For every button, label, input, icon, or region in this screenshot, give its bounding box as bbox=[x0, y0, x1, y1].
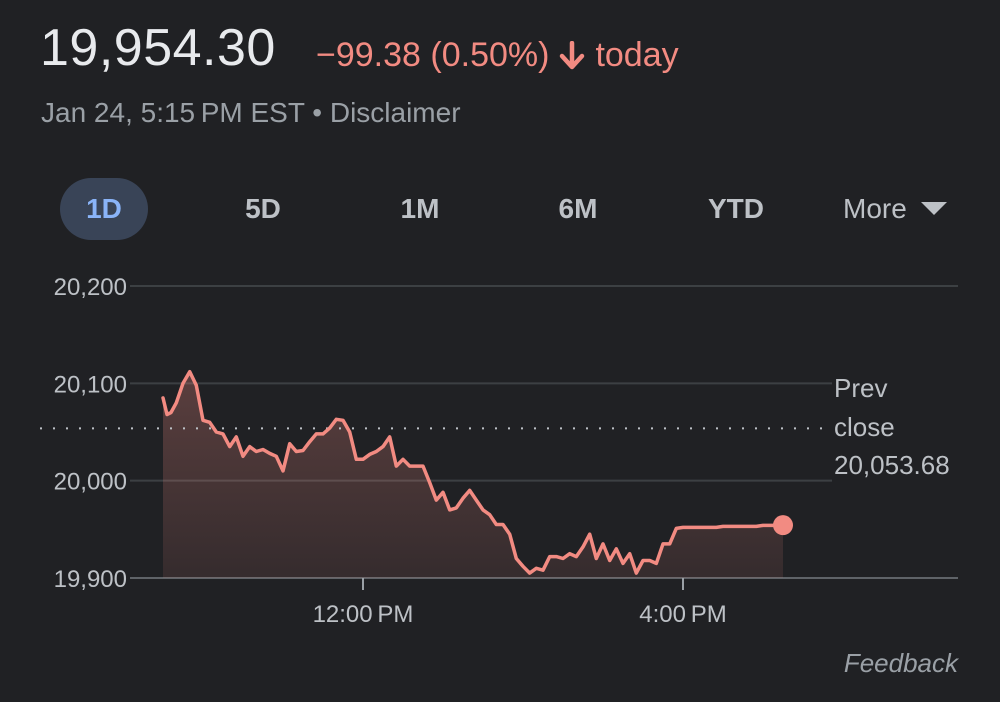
current-price: 19,954.30 bbox=[40, 19, 276, 77]
range-tabs: 1D 5D 1M 6M YTD More bbox=[0, 178, 1000, 240]
area-fill bbox=[163, 371, 783, 578]
price-line bbox=[161, 369, 785, 575]
prev-close-value: 20,053.68 bbox=[834, 450, 950, 480]
price-change: −99.38 (0.50%) today bbox=[316, 36, 679, 75]
tab-5d[interactable]: 5D bbox=[245, 193, 281, 224]
y-tick-label: 20,000 bbox=[54, 469, 127, 496]
tab-ytd[interactable]: YTD bbox=[708, 193, 764, 224]
prev-close-label-line2: close bbox=[834, 412, 895, 442]
tab-6m[interactable]: 6M bbox=[558, 193, 598, 224]
arrow-down-icon bbox=[560, 40, 585, 69]
feedback-link[interactable]: Feedback bbox=[843, 648, 958, 678]
x-label-12pm: 12:00 PM bbox=[313, 601, 414, 628]
y-axis-labels: 19,900 20,000 20,100 20,200 bbox=[54, 274, 127, 593]
x-axis: 12:00 PM 4:00 PM bbox=[313, 578, 727, 628]
x-label-4pm: 4:00 PM bbox=[639, 601, 727, 628]
tab-1m[interactable]: 1M bbox=[400, 193, 440, 224]
quote-meta: Jan 24, 5:15 PM EST • Disclaimer bbox=[41, 97, 461, 129]
tab-1d[interactable]: 1D bbox=[60, 178, 148, 240]
change-period: today bbox=[595, 36, 679, 74]
last-price-dot bbox=[773, 515, 793, 536]
more-label: More bbox=[843, 193, 907, 224]
more-dropdown[interactable]: More bbox=[843, 178, 947, 240]
timestamp: Jan 24, 5:15 PM EST bbox=[41, 97, 305, 128]
y-tick-label: 20,100 bbox=[54, 371, 127, 398]
y-tick-label: 19,900 bbox=[54, 566, 127, 593]
separator: • bbox=[312, 97, 323, 128]
triangle-down-icon bbox=[920, 202, 947, 215]
y-tick-label: 20,200 bbox=[54, 274, 127, 301]
disclaimer-link[interactable]: Disclaimer bbox=[329, 97, 461, 128]
change-value: −99.38 (0.50%) bbox=[316, 36, 550, 74]
price-chart: 19,900 20,000 20,100 20,200 Prev close 20,0… bbox=[40, 274, 958, 628]
prev-close-label-line1: Prev bbox=[834, 373, 887, 403]
